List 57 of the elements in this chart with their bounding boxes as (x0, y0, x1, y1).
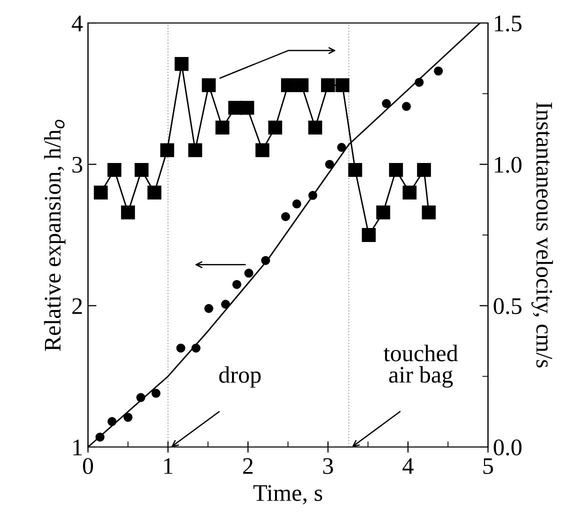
point (281, 212, 290, 222)
point (176, 344, 186, 353)
point (434, 66, 443, 76)
point (362, 228, 376, 242)
point (244, 268, 254, 278)
point (121, 205, 135, 220)
point (321, 78, 335, 92)
y-tick-label: 2 (72, 298, 82, 314)
y2-tick-label: 0.5 (494, 298, 522, 314)
point (389, 163, 403, 177)
x-axis-title: Time, s (253, 485, 322, 504)
point (382, 99, 391, 108)
point (204, 304, 214, 313)
point (240, 100, 254, 115)
point (308, 120, 322, 135)
x-tick-label: 3 (323, 458, 333, 474)
point (174, 57, 189, 71)
point (335, 78, 350, 92)
y-axis-title: Relative expansion, h/h$_{o}$ (44, 120, 66, 351)
point (376, 205, 390, 220)
point (325, 160, 334, 169)
point (268, 120, 282, 135)
y-tick-label: 3 (72, 156, 82, 173)
y2-tick-label: 1.0 (494, 156, 522, 173)
point (255, 143, 270, 158)
x-tick-label: 0 (82, 458, 94, 474)
point (107, 163, 122, 177)
point (402, 102, 411, 111)
point (294, 78, 309, 92)
point (124, 412, 132, 422)
point (417, 163, 431, 177)
y2-axis-title: Instantaneous velocity, cm/s (531, 102, 553, 368)
y-tick-label: 4 (72, 16, 83, 32)
point (152, 388, 160, 398)
point (422, 205, 436, 220)
point (232, 280, 242, 289)
point (202, 78, 216, 92)
point (348, 163, 362, 177)
x-tick-label: 5 (483, 458, 493, 474)
point (402, 186, 417, 200)
point (292, 199, 302, 208)
point (94, 186, 108, 200)
point (281, 78, 295, 92)
x-tick-label: 1 (164, 458, 172, 474)
x-tick-label: 4 (402, 458, 414, 474)
ref-line-label: drop (219, 366, 261, 388)
point (337, 142, 346, 152)
point (147, 186, 162, 200)
y2-tick-label: 0.0 (494, 439, 522, 456)
y-tick-label: 1 (73, 440, 82, 456)
ref-line-label: touched air bag (384, 344, 458, 388)
point (215, 120, 230, 135)
point (188, 143, 202, 158)
point (134, 163, 149, 177)
x-tick-label: 2 (243, 458, 253, 474)
point (160, 143, 174, 158)
y2-tick-label: 1.5 (494, 16, 522, 32)
